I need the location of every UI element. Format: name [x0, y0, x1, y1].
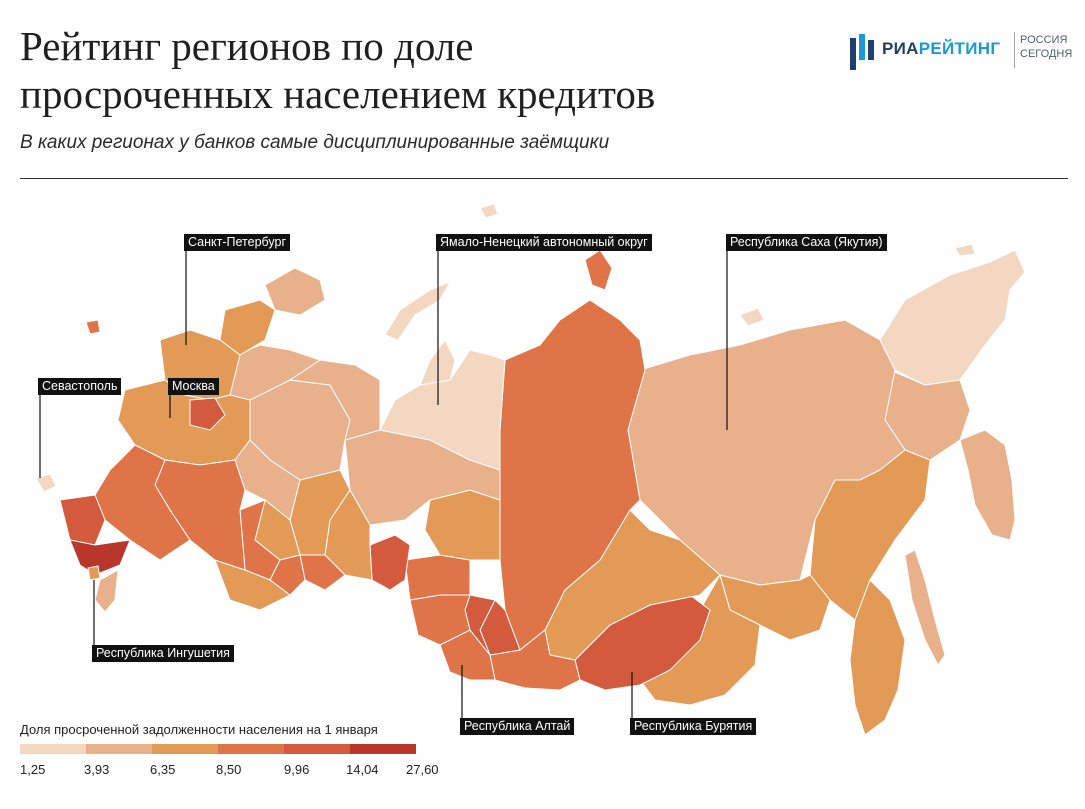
logo-separator: [1014, 32, 1015, 68]
legend-tick: 9,96: [284, 762, 310, 777]
region-wrangel-island: [954, 243, 976, 257]
region-murmansk: [264, 267, 326, 316]
legend-scale: [20, 744, 416, 754]
region-crimea: [35, 473, 57, 493]
ria-rating-logo: РИАРЕЙТИНГ РОССИЯ СЕГОДНЯ: [848, 30, 1073, 74]
legend-swatch-6: [350, 744, 416, 754]
legend-tick: 14,04: [346, 762, 379, 777]
callout-altai: Республика Алтай: [460, 718, 575, 735]
region-chelyabinsk: [269, 554, 306, 596]
legend-swatch-2: [86, 744, 152, 754]
legend-tick: 3,93: [84, 762, 110, 777]
region-kaliningrad: [85, 319, 101, 335]
callout-moscow: Москва: [168, 378, 219, 395]
title-line-2: просроченных населением кредитов: [20, 71, 656, 117]
callout-yamal: Ямало-Ненецкий автономный округ: [436, 234, 652, 251]
page-subtitle: В каких регионах у банков самые дисципли…: [20, 132, 610, 153]
region-dagestan: [94, 569, 119, 613]
region-yamal: [379, 349, 506, 471]
callout-spb: Санкт-Петербург: [184, 234, 291, 251]
region-omsk: [369, 534, 411, 591]
legend-swatch-4: [218, 744, 284, 754]
region-kirov: [234, 439, 301, 521]
callout-ingushetia: Республика Ингушетия: [92, 645, 234, 662]
legend-tick: 8,50: [216, 762, 242, 777]
callout-sevastopol: Севастополь: [38, 378, 122, 395]
region-moscow: [189, 397, 226, 431]
region-tuva: [489, 629, 581, 691]
logo-rossiya: РОССИЯ: [1020, 34, 1068, 46]
region-kamchatka: [959, 429, 1016, 541]
legend-tick: 1,25: [20, 762, 46, 777]
ria-flag-icon: [850, 34, 874, 70]
region-severnaya-zemlya: [584, 249, 613, 291]
callout-yakutia: Республика Саха (Якутия): [726, 234, 887, 251]
logo-wordmark: РИАРЕЙТИНГ: [882, 39, 1000, 59]
region-new-siberian-islands: [739, 307, 765, 327]
region-ingushetia: [87, 565, 101, 581]
logo-rating: РЕЙТИНГ: [918, 39, 1001, 58]
region-tomsk: [424, 489, 501, 561]
callout-buryatia: Республика Бурятия: [630, 718, 757, 735]
legend-tick: 6,35: [150, 762, 176, 777]
page-title: Рейтинг регионов по доле просроченных на…: [20, 22, 840, 118]
region-yamal-peninsula: [419, 339, 456, 386]
region-franz-josef-land: [479, 203, 499, 219]
header-divider: [20, 178, 1068, 179]
title-line-1: Рейтинг регионов по доле: [20, 23, 474, 69]
legend-swatch-1: [20, 744, 86, 754]
region-krasnodar: [59, 494, 106, 546]
region-nenets: [288, 359, 381, 441]
logo-segodnya: СЕГОДНЯ: [1020, 48, 1073, 60]
region-north-caucasus: [69, 539, 131, 576]
region-sakhalin: [904, 549, 946, 666]
region-chukotka: [879, 249, 1026, 386]
region-novosibirsk: [404, 554, 471, 601]
legend-tick: 27,60: [406, 762, 439, 777]
region-novaya-zemlya: [384, 281, 452, 341]
logo-rossiya-segodnya: РОССИЯ СЕГОДНЯ: [1020, 33, 1072, 61]
logo-ria: РИА: [882, 39, 919, 58]
legend-title: Доля просроченной задолженности населени…: [20, 722, 378, 737]
legend-swatch-3: [152, 744, 218, 754]
legend-swatch-5: [284, 744, 350, 754]
region-primorye: [849, 579, 906, 736]
